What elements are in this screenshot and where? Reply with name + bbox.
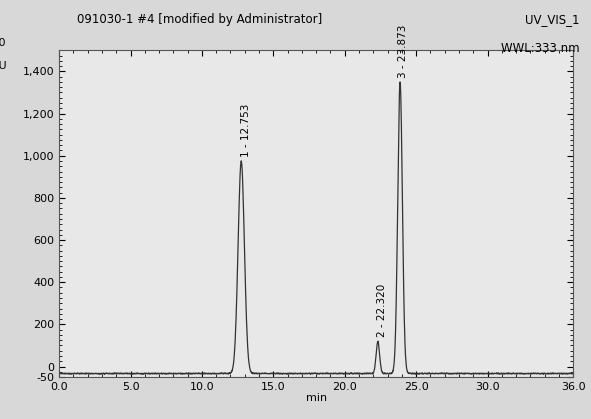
Text: WWL:333 nm: WWL:333 nm: [501, 42, 579, 55]
X-axis label: min: min: [306, 393, 327, 403]
Text: UV_VIS_1: UV_VIS_1: [525, 13, 579, 26]
Text: 1 - 12.753: 1 - 12.753: [241, 103, 251, 157]
Text: 1,500: 1,500: [0, 38, 7, 47]
Text: 091030-1 #4 [modified by Administrator]: 091030-1 #4 [modified by Administrator]: [77, 13, 322, 26]
Text: 3 - 23.873: 3 - 23.873: [398, 24, 408, 78]
Text: mAU: mAU: [0, 62, 7, 71]
Text: 2 - 22.320: 2 - 22.320: [377, 284, 387, 337]
